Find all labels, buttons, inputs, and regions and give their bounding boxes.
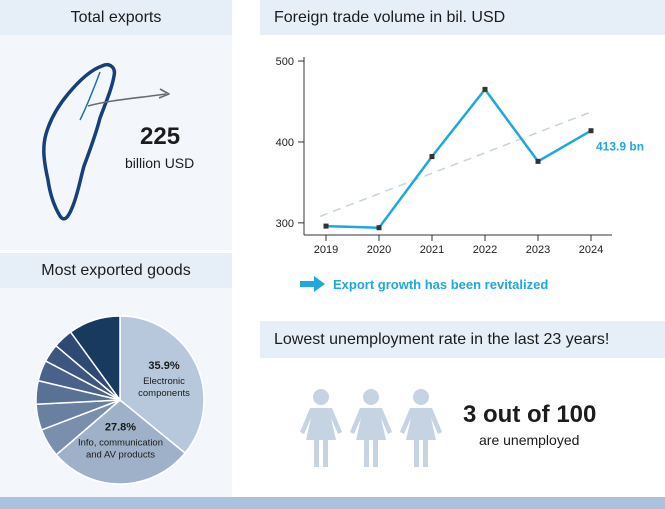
unemployment-caption: are unemployed [479, 432, 580, 448]
data-point [323, 223, 329, 229]
unemployment-value: 3 out of 100 [463, 401, 597, 428]
data-point [429, 154, 435, 160]
data-point [535, 158, 541, 164]
bottom-bar [0, 497, 665, 509]
x-tick-label: 2024 [579, 244, 603, 256]
person-icon [300, 389, 342, 467]
unemployment-title: Lowest unemployment rate in the last 23 … [274, 330, 610, 348]
y-tick-label: 300 [276, 218, 294, 230]
person-icon [400, 389, 442, 467]
x-tick-label: 2023 [526, 244, 550, 256]
x-tick-label: 2021 [420, 244, 444, 256]
unemployment-header: Lowest unemployment rate in the last 23 … [260, 321, 665, 358]
total-exports-unit: billion USD [125, 155, 195, 171]
pie-pct-label: 27.8% [105, 421, 136, 433]
data-point [376, 225, 382, 231]
arrow-right-icon [300, 276, 325, 292]
trend-note-text: Export growth has been revitalized [333, 276, 549, 292]
x-tick-label: 2019 [314, 244, 338, 256]
series-line [325, 88, 592, 229]
left-panel-top [0, 0, 232, 250]
data-point [588, 128, 594, 134]
person-icon [350, 389, 392, 467]
most-exported-title: Most exported goods [41, 261, 191, 279]
x-tick-label: 2022 [473, 244, 497, 256]
pie-slice [69, 315, 121, 403]
trade-header: Foreign trade volume in bil. USD [260, 0, 665, 35]
trend-line [319, 111, 592, 218]
data-label: 413.9 bn [596, 140, 644, 154]
pie-category-label: Info, communication [78, 437, 163, 448]
most-exported-header: Most exported goods [0, 253, 232, 288]
trade-line-chart: 300 400 500 2019 2020 2021 2022 2023 2024 413.9 b… [276, 56, 644, 256]
total-exports-title: Total exports [70, 8, 162, 26]
pie-category-label: and AV products [86, 449, 155, 460]
pie-slice [55, 399, 187, 485]
pie-category-label: Electronic [143, 376, 185, 387]
trade-title: Foreign trade volume in bil. USD [274, 8, 506, 26]
pie-pct-label: 35.9% [148, 360, 179, 372]
trend-note: Export growth has been revitalized [300, 275, 548, 293]
pie-category-label: components [138, 388, 190, 399]
x-tick-label: 2020 [367, 244, 391, 256]
y-tick-label: 500 [276, 56, 294, 68]
taiwan-map-icon [42, 63, 170, 221]
data-point [482, 86, 488, 92]
total-exports-value: 225 [140, 123, 181, 150]
total-exports-header: Total exports [0, 0, 232, 35]
y-tick-label: 400 [276, 137, 294, 149]
pie-slice [119, 315, 205, 455]
